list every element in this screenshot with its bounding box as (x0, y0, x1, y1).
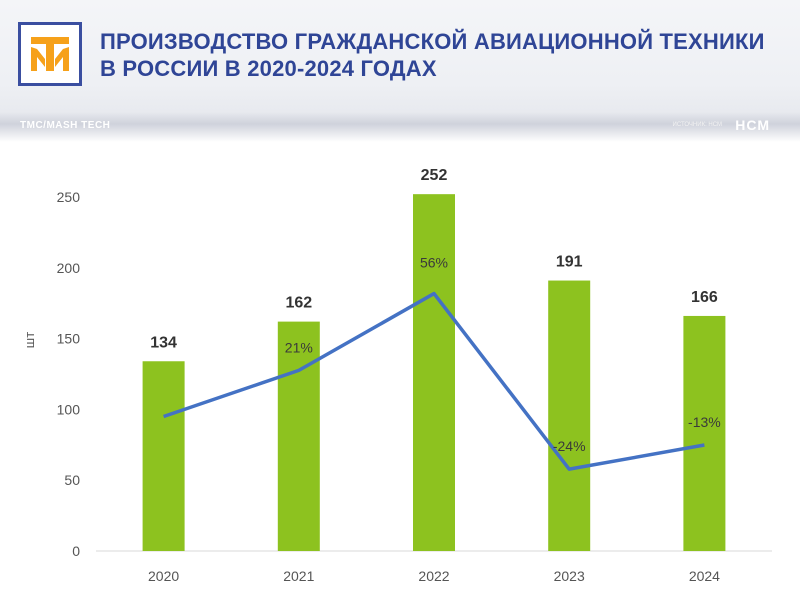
bar-2020 (142, 361, 185, 551)
source-watermark: ИСТОЧНИК: НСМ (672, 122, 722, 128)
growth-label: 21% (285, 339, 313, 355)
brand-watermark-left: TMC/MASH TECH (20, 120, 111, 131)
y-tick-label: 200 (57, 260, 81, 276)
y-tick-label: 50 (64, 472, 80, 488)
x-tick-label: 2023 (554, 568, 585, 584)
bars (142, 194, 726, 551)
header-band: ПРОИЗВОДСТВО ГРАЖДАНСКОЙ АВИАЦИОННОЙ ТЕХ… (0, 0, 800, 140)
bar-2023 (548, 280, 591, 551)
bar-value-labels: 134 162 252 191 166 (150, 167, 718, 351)
growth-line-layer: 21% 56% -24% -13% (163, 255, 721, 471)
x-axis-ticks: 2020 2021 2022 2023 2024 (148, 568, 720, 584)
growth-label: -13% (688, 414, 721, 430)
y-axis: 0 50 100 150 200 250 (57, 189, 81, 559)
y-tick-label: 0 (72, 543, 80, 559)
y-tick-label: 250 (57, 189, 81, 205)
brand-watermark-right: НСМ (735, 117, 770, 133)
y-tick-label: 100 (57, 401, 81, 417)
tm-logo (18, 22, 82, 86)
title-line-2: В РОССИИ В 2020-2024 ГОДАХ (100, 56, 437, 81)
growth-line (163, 291, 705, 471)
bar-2024 (683, 315, 726, 551)
growth-label: 56% (420, 255, 448, 271)
bar-value-label: 134 (150, 334, 177, 351)
x-tick-label: 2022 (418, 568, 449, 584)
x-tick-label: 2020 (148, 568, 179, 584)
title-line-1: ПРОИЗВОДСТВО ГРАЖДАНСКОЙ АВИАЦИОННОЙ ТЕХ… (100, 29, 765, 54)
y-axis-label: шт (22, 332, 37, 348)
x-tick-label: 2024 (689, 568, 720, 584)
bar-value-label: 162 (285, 295, 312, 312)
bar-value-label: 191 (556, 254, 583, 271)
bar-2022 (413, 194, 455, 551)
x-tick-label: 2021 (283, 568, 314, 584)
page-title: ПРОИЗВОДСТВО ГРАЖДАНСКОЙ АВИАЦИОННОЙ ТЕХ… (100, 28, 780, 82)
divider-band (0, 112, 800, 142)
y-tick-label: 150 (57, 331, 81, 347)
bar-2021 (277, 321, 320, 551)
production-chart: 0 50 100 150 200 250 2020 2021 2022 2023 2024 21%… (22, 167, 772, 584)
growth-label: -24% (553, 438, 586, 454)
bar-value-label: 166 (691, 289, 718, 306)
bar-value-label: 252 (421, 167, 448, 184)
